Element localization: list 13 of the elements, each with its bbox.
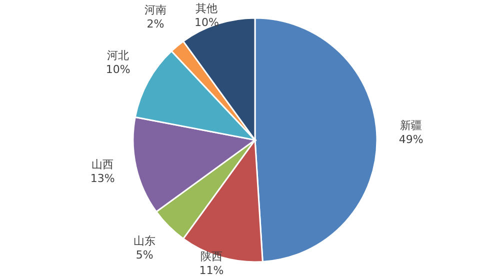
- data-label: 13%: [90, 172, 115, 186]
- slice-label: 河北: [107, 48, 130, 62]
- slice-label: 河南: [144, 4, 166, 17]
- data-label: 5%: [136, 248, 154, 262]
- slice-label: 山东: [134, 234, 156, 248]
- data-label: 2%: [146, 18, 164, 31]
- data-label: 11%: [199, 264, 224, 277]
- data-label: 10%: [106, 62, 130, 76]
- data-label: 10%: [194, 16, 219, 29]
- slice-label: 新疆: [400, 119, 422, 132]
- data-label: 49%: [398, 133, 424, 146]
- slice-label: 其他: [196, 2, 218, 15]
- slice-label: 山西: [92, 158, 114, 172]
